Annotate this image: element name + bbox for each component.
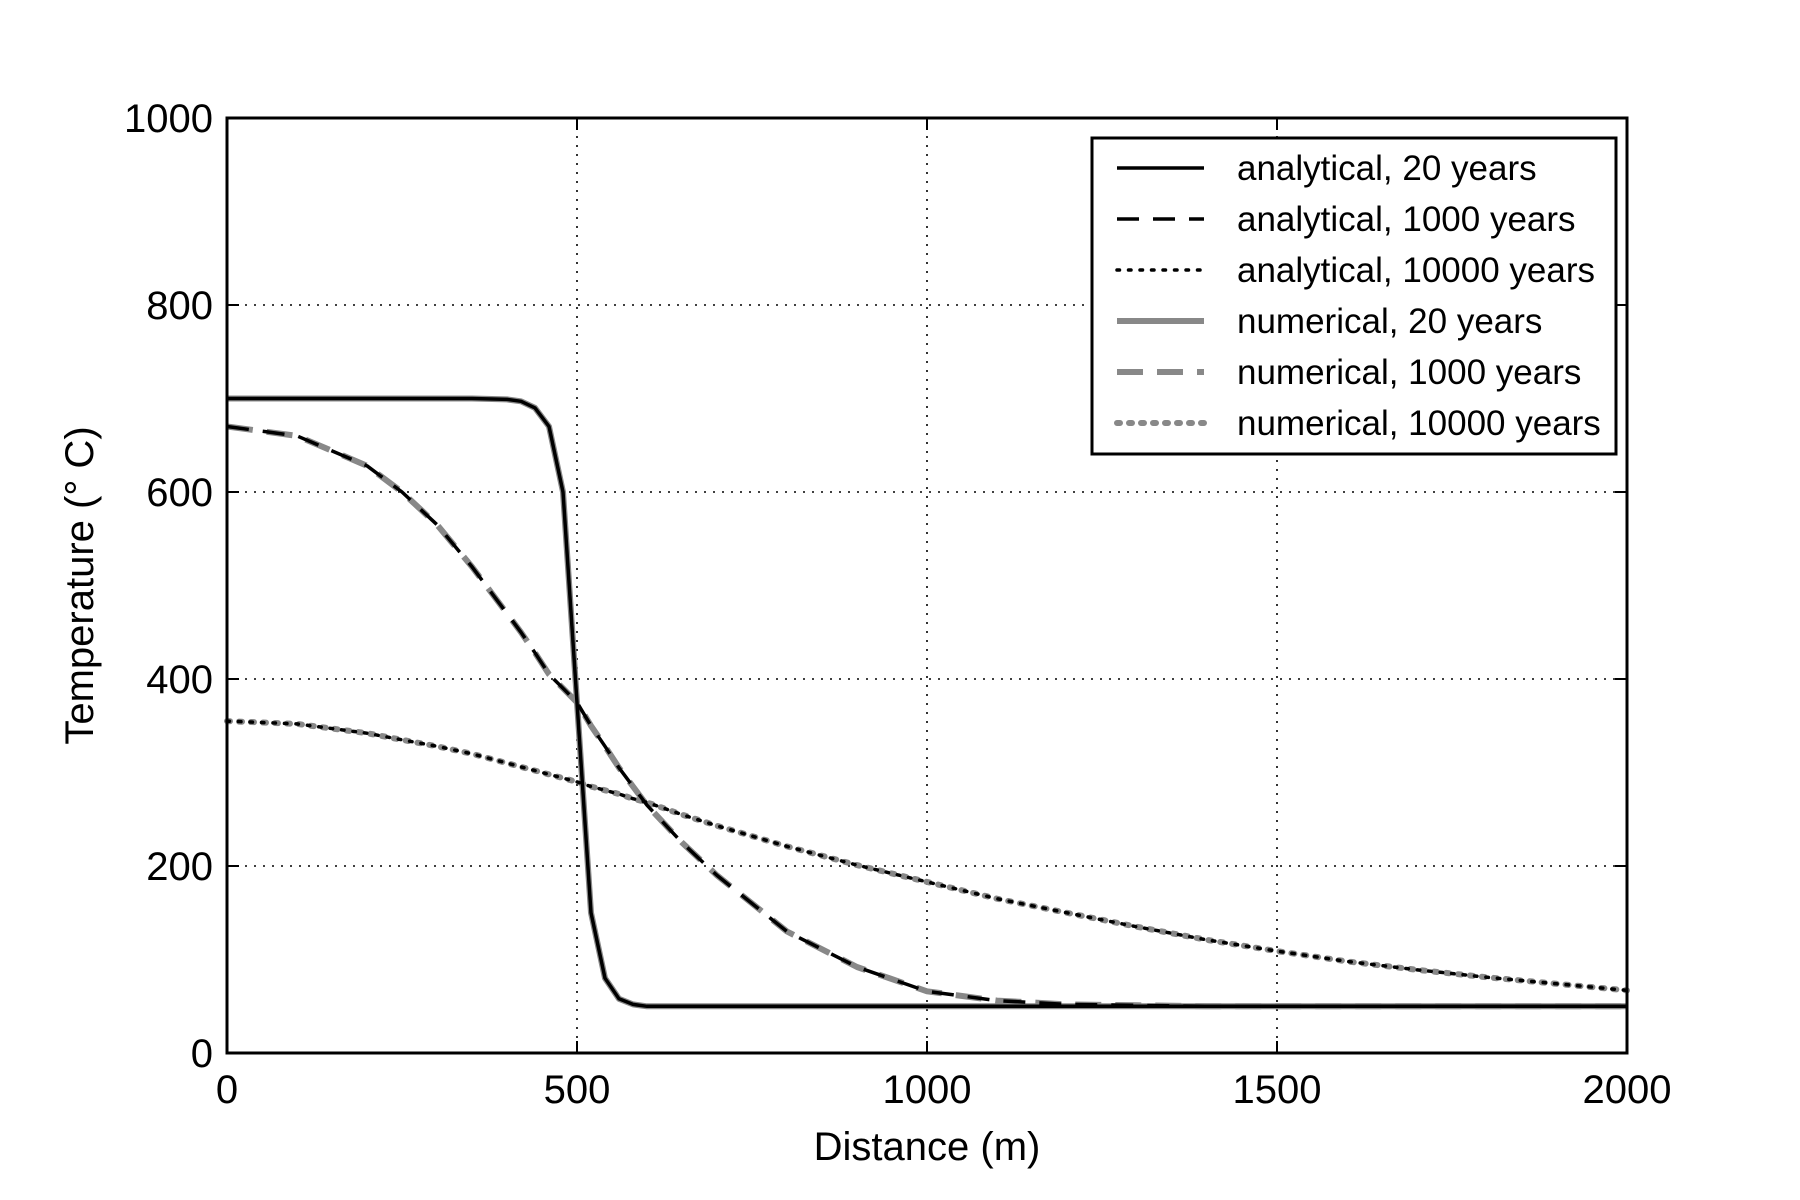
y-tick-label: 800 xyxy=(146,284,213,328)
legend: analytical, 20 years analytical, 1000 yea… xyxy=(1090,136,1618,456)
legend-label: analytical, 1000 years xyxy=(1237,200,1576,239)
x-tick-label: 1500 xyxy=(1233,1068,1322,1112)
y-tick-label: 0 xyxy=(191,1032,213,1076)
y-tick-label: 200 xyxy=(146,845,213,889)
y-tick-label: 600 xyxy=(146,471,213,515)
axis-ticks: 0 500 1000 1500 2000 0 200 400 600 800 1000 xyxy=(124,97,1671,1112)
x-tick-label: 2000 xyxy=(1583,1068,1672,1112)
series-lines xyxy=(224,395,1630,1010)
series-line-analytical-1000-years xyxy=(226,424,1627,1009)
y-tick-label: 400 xyxy=(146,658,213,702)
series-line-numerical-20-years xyxy=(227,395,1627,1010)
legend-box xyxy=(1090,136,1618,456)
legend-label: numerical, 1000 years xyxy=(1237,353,1581,392)
series-line-analytical-20-years xyxy=(227,396,1627,1009)
x-tick-label: 500 xyxy=(544,1068,611,1112)
legend-label: numerical, 20 years xyxy=(1237,302,1542,341)
legend-label: numerical, 10000 years xyxy=(1237,404,1601,443)
legend-label: analytical, 10000 years xyxy=(1237,251,1595,290)
x-tick-label: 0 xyxy=(216,1068,238,1112)
legend-label: analytical, 20 years xyxy=(1237,149,1537,188)
x-tick-label: 1000 xyxy=(883,1068,972,1112)
series-line-numerical-10000-years xyxy=(224,718,1630,994)
y-tick-label: 1000 xyxy=(124,97,213,141)
series-line-analytical-10000-years xyxy=(225,719,1629,993)
x-axis-label: Distance (m) xyxy=(814,1125,1041,1169)
y-axis-label: Temperature (° C) xyxy=(58,426,102,744)
